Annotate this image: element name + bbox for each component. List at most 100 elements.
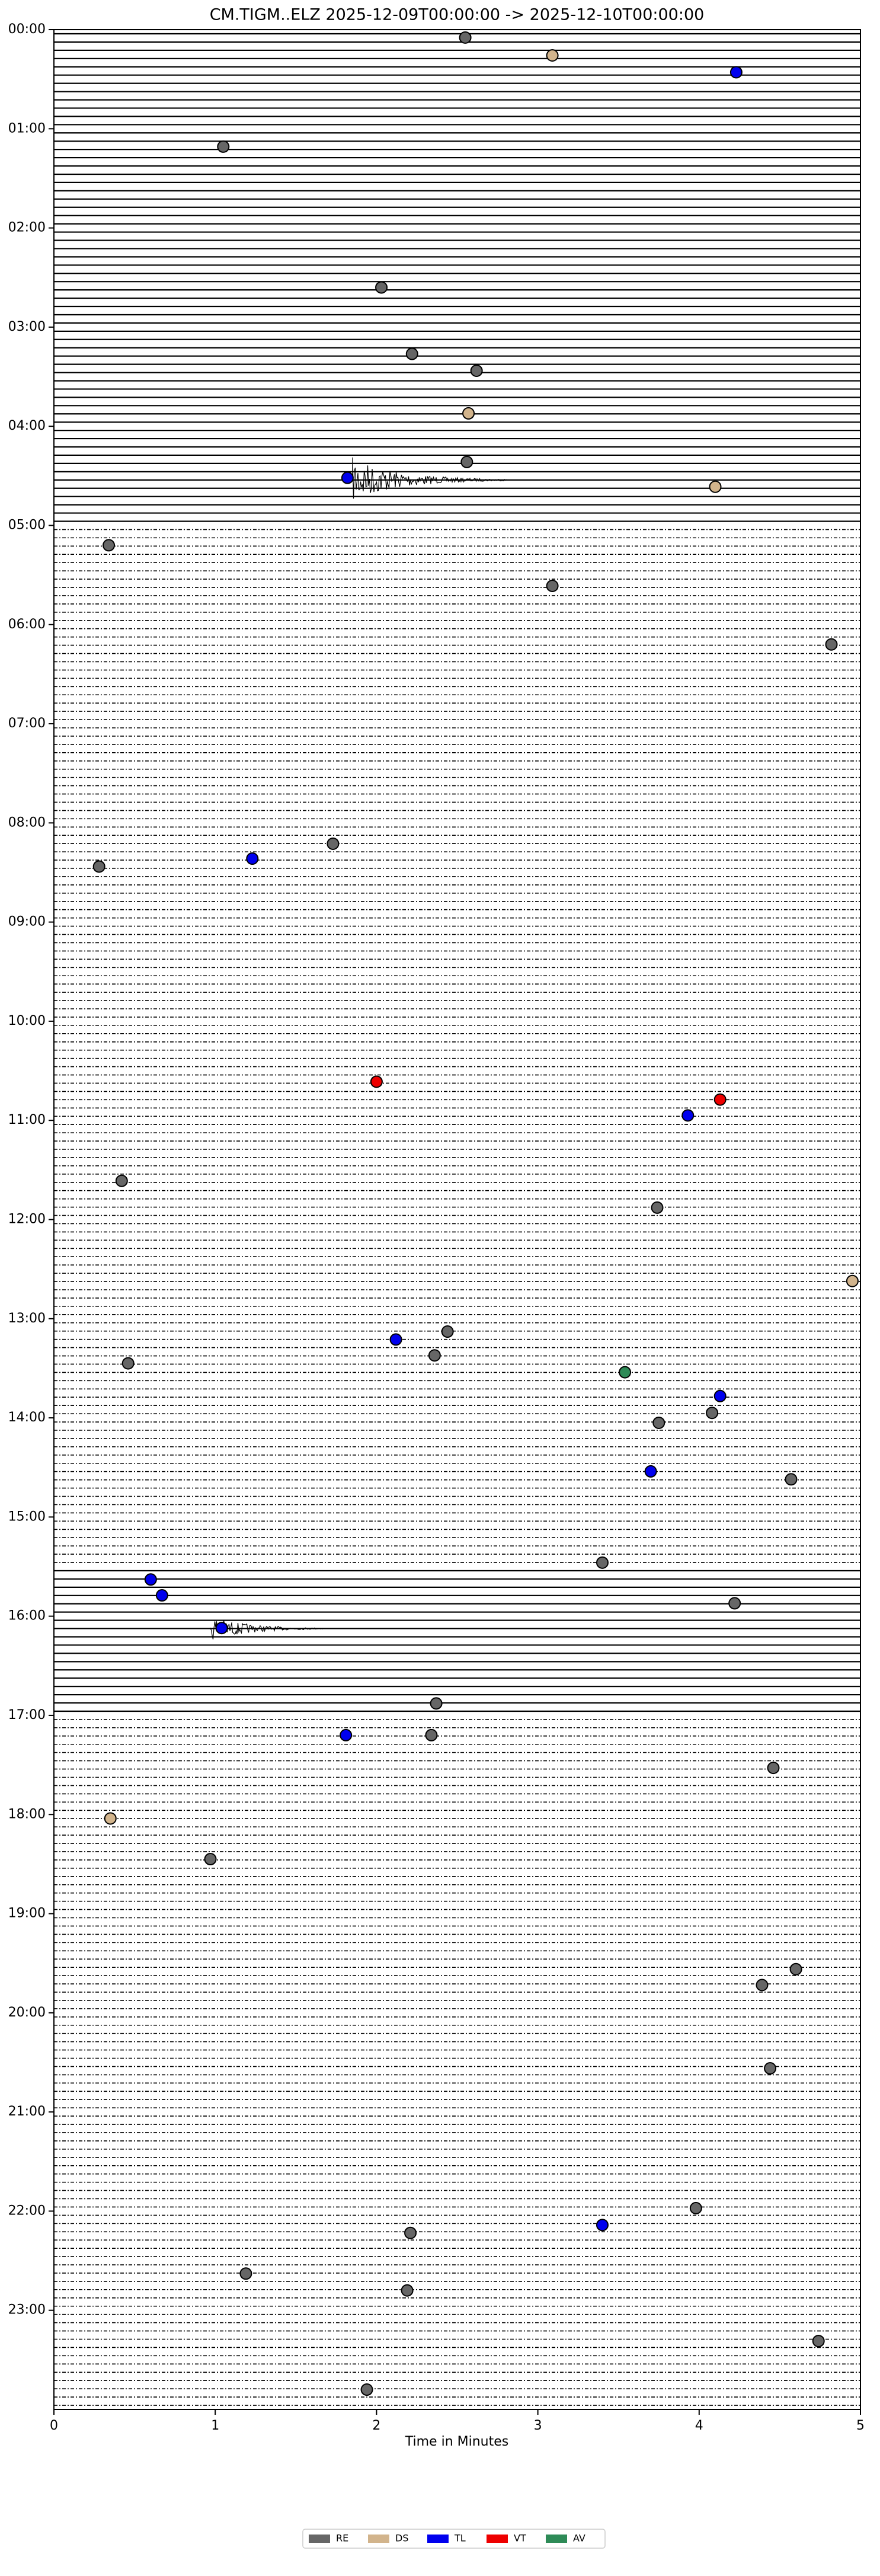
y-tick-label: 00:00 — [8, 22, 46, 37]
y-tick-label: 09:00 — [8, 915, 46, 929]
event-marker — [644, 1465, 657, 1478]
y-tick-label: 07:00 — [8, 716, 46, 731]
event-marker — [729, 66, 743, 79]
x-tick-label: 3 — [534, 2418, 542, 2433]
event-marker — [652, 1416, 665, 1429]
event-marker — [428, 1349, 441, 1362]
traces — [54, 33, 860, 2406]
event-marker — [706, 1407, 719, 1420]
event-marker — [360, 2383, 373, 2396]
legend-label: AV — [573, 2533, 585, 2544]
x-tick-label: 1 — [211, 2418, 219, 2433]
event-marker — [155, 1589, 168, 1602]
y-tick-label: 16:00 — [8, 1609, 46, 1623]
y-tick-label: 20:00 — [8, 2005, 46, 2020]
event-marker — [619, 1366, 632, 1379]
event-marker — [246, 852, 259, 865]
event-marker — [405, 347, 418, 360]
legend-swatch — [487, 2535, 508, 2543]
event-marker — [341, 471, 354, 484]
event-marker — [144, 1573, 157, 1586]
event-marker — [401, 2284, 414, 2297]
y-tick-label: 08:00 — [8, 815, 46, 830]
event-marker — [709, 480, 722, 493]
event-marker — [460, 455, 473, 468]
event-marker — [389, 1333, 402, 1346]
y-tick-label: 10:00 — [8, 1014, 46, 1028]
event-marker — [789, 1963, 802, 1976]
x-tick-label: 5 — [856, 2418, 865, 2433]
event-marker — [103, 539, 116, 552]
event-marker — [825, 638, 838, 651]
legend-swatch — [368, 2535, 389, 2543]
event-marker — [596, 2219, 609, 2232]
x-tick-label: 0 — [50, 2418, 58, 2433]
y-tick-label: 06:00 — [8, 617, 46, 632]
y-tick-label: 22:00 — [8, 2203, 46, 2218]
y-tick-label: 12:00 — [8, 1212, 46, 1227]
event-marker — [596, 1556, 609, 1569]
event-marker — [217, 140, 230, 153]
event-marker — [846, 1274, 859, 1287]
event-marker — [756, 1979, 769, 1992]
event-marker — [327, 837, 340, 850]
legend-label: TL — [454, 2533, 466, 2544]
trace-burst — [210, 1620, 329, 1639]
event-marker — [92, 860, 105, 873]
y-tick-label: 11:00 — [8, 1113, 46, 1127]
event-marker — [441, 1325, 454, 1338]
event-marker — [104, 1812, 117, 1825]
y-tick-label: 05:00 — [8, 517, 46, 532]
event-marker — [115, 1174, 128, 1187]
legend-swatch — [427, 2535, 449, 2543]
event-marker — [370, 1075, 383, 1088]
event-marker — [681, 1109, 695, 1122]
y-tick-label: 04:00 — [8, 418, 46, 433]
event-marker — [462, 407, 475, 420]
event-marker — [546, 49, 559, 62]
event-marker — [430, 1697, 443, 1710]
y-tick-label: 03:00 — [8, 319, 46, 334]
event-marker — [713, 1389, 727, 1402]
event-marker — [404, 2226, 417, 2239]
legend-label: RE — [336, 2533, 348, 2544]
y-tick-label: 02:00 — [8, 220, 46, 235]
y-tick-label: 17:00 — [8, 1708, 46, 1722]
event-marker — [375, 281, 388, 294]
event-marker — [767, 1762, 780, 1775]
event-marker — [546, 580, 559, 593]
trace-burst — [352, 457, 507, 499]
legend-swatch — [546, 2535, 567, 2543]
event-marker — [764, 2062, 777, 2075]
event-marker — [340, 1728, 353, 1741]
event-marker — [470, 364, 483, 377]
plot-frame — [53, 29, 861, 2410]
y-tick-label: 21:00 — [8, 2104, 46, 2119]
event-marker — [812, 2335, 825, 2348]
event-marker — [425, 1728, 438, 1741]
legend-swatch — [309, 2535, 330, 2543]
x-tick-label: 4 — [695, 2418, 703, 2433]
event-marker — [121, 1357, 135, 1370]
y-tick-label: 14:00 — [8, 1410, 46, 1425]
event-marker — [239, 2267, 252, 2280]
x-axis-label: Time in Minutes — [405, 2434, 509, 2449]
y-tick-label: 01:00 — [8, 121, 46, 136]
y-tick-label: 18:00 — [8, 1807, 46, 1821]
y-tick-label: 13:00 — [8, 1311, 46, 1326]
event-marker — [459, 31, 472, 44]
event-marker — [785, 1473, 798, 1486]
x-tick-label: 2 — [372, 2418, 380, 2433]
y-tick-label: 19:00 — [8, 1906, 46, 1921]
legend-label: VT — [514, 2533, 526, 2544]
chart-title: CM.TIGM..ELZ 2025-12-09T00:00:00 -> 2025… — [210, 6, 705, 24]
event-marker — [713, 1093, 727, 1106]
y-tick-label: 23:00 — [8, 2303, 46, 2318]
event-marker — [215, 1622, 228, 1635]
event-marker — [651, 1201, 664, 1214]
event-marker — [204, 1853, 217, 1866]
event-marker — [728, 1597, 741, 1610]
event-marker — [689, 2201, 702, 2214]
